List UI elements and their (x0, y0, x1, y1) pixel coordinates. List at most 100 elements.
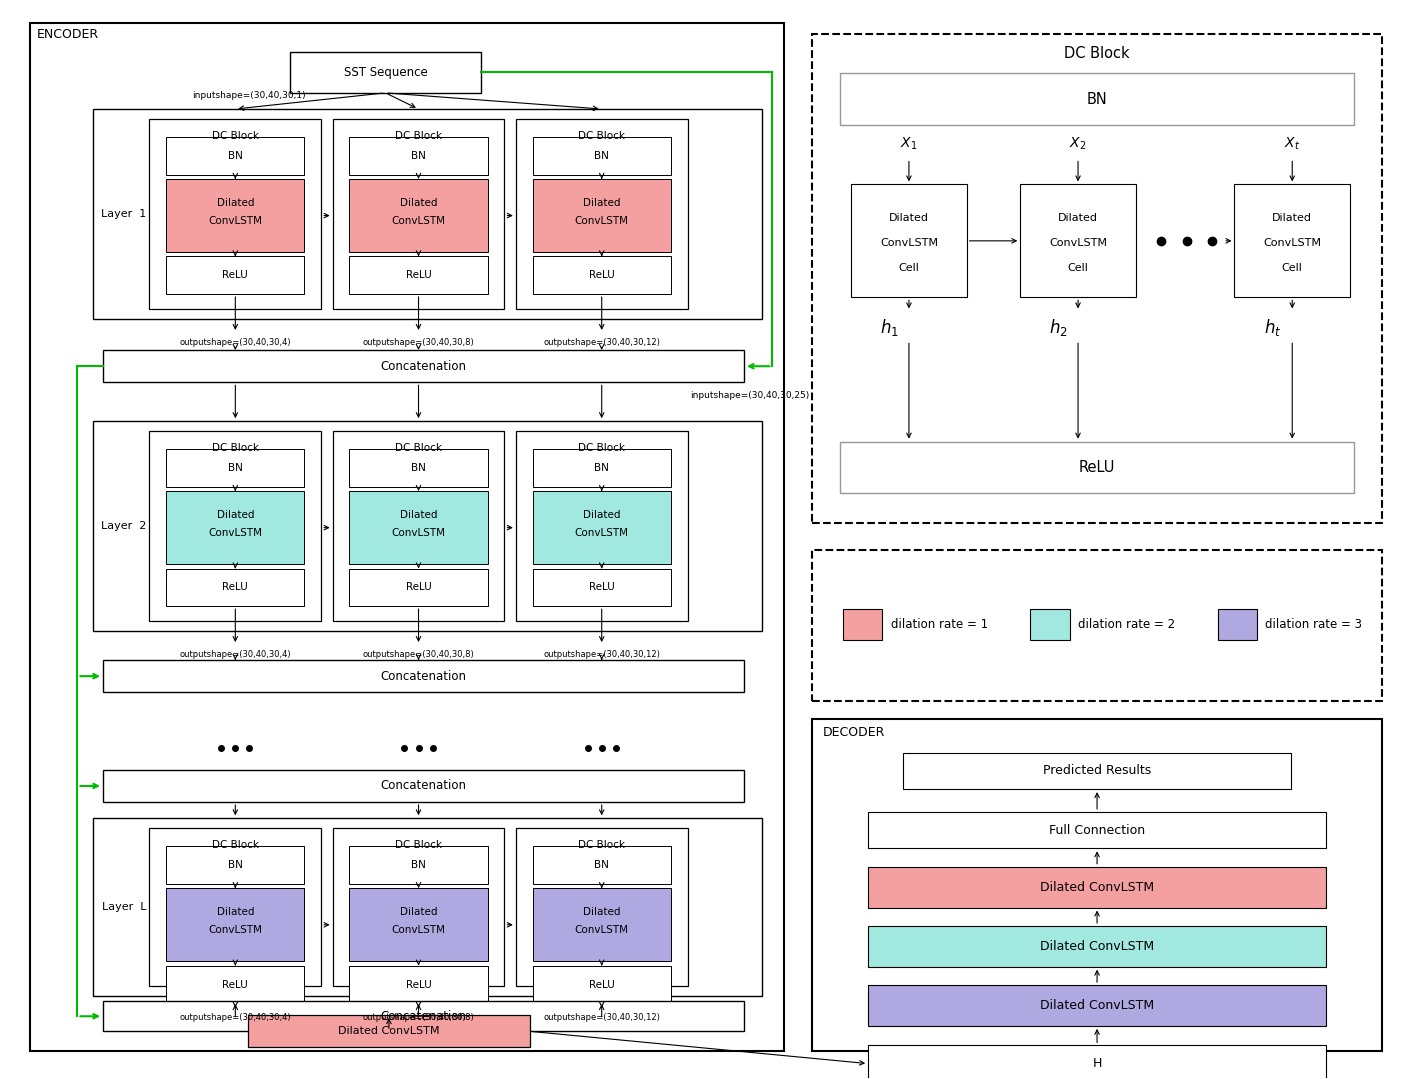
Text: $h_t$: $h_t$ (1264, 317, 1281, 338)
Text: ReLU: ReLU (405, 980, 432, 989)
Text: Concatenation: Concatenation (380, 359, 466, 372)
FancyBboxPatch shape (167, 179, 305, 252)
FancyBboxPatch shape (532, 137, 671, 175)
Text: Dilated: Dilated (583, 509, 620, 520)
Text: Cell: Cell (1067, 263, 1089, 273)
Text: $h_2$: $h_2$ (1049, 317, 1067, 338)
Text: Concatenation: Concatenation (380, 779, 466, 792)
Text: Layer  2: Layer 2 (102, 521, 147, 531)
Text: ConvLSTM: ConvLSTM (391, 216, 446, 226)
Text: ReLU: ReLU (405, 583, 432, 592)
Text: DC Block: DC Block (395, 131, 442, 141)
FancyBboxPatch shape (532, 449, 671, 487)
Text: Layer  L: Layer L (102, 902, 147, 912)
FancyBboxPatch shape (349, 846, 487, 884)
Text: ReLU: ReLU (589, 583, 614, 592)
Text: Dilated: Dilated (400, 906, 438, 917)
Text: ReLU: ReLU (589, 980, 614, 989)
FancyBboxPatch shape (532, 179, 671, 252)
FancyBboxPatch shape (167, 491, 305, 564)
Text: BN: BN (227, 151, 243, 161)
FancyBboxPatch shape (515, 828, 688, 986)
FancyBboxPatch shape (349, 569, 487, 606)
FancyBboxPatch shape (93, 818, 762, 996)
FancyBboxPatch shape (333, 828, 504, 986)
FancyBboxPatch shape (349, 966, 487, 1003)
FancyBboxPatch shape (532, 491, 671, 564)
Text: BN: BN (411, 860, 426, 870)
Text: Full Connection: Full Connection (1049, 823, 1145, 836)
FancyBboxPatch shape (812, 720, 1382, 1051)
Text: ConvLSTM: ConvLSTM (575, 528, 628, 538)
Text: outputshape=(30,40,30,8): outputshape=(30,40,30,8) (363, 1013, 474, 1022)
Text: ConvLSTM: ConvLSTM (209, 528, 263, 538)
Text: Dilated: Dilated (1272, 214, 1312, 223)
Text: outputshape=(30,40,30,12): outputshape=(30,40,30,12) (544, 338, 661, 347)
Text: Dilated: Dilated (400, 509, 438, 520)
FancyBboxPatch shape (532, 846, 671, 884)
Text: dilation rate = 3: dilation rate = 3 (1265, 618, 1363, 631)
FancyBboxPatch shape (291, 52, 480, 93)
FancyBboxPatch shape (515, 431, 688, 622)
FancyBboxPatch shape (840, 73, 1354, 125)
FancyBboxPatch shape (30, 23, 784, 1051)
FancyBboxPatch shape (93, 109, 762, 319)
FancyBboxPatch shape (868, 1046, 1326, 1079)
FancyBboxPatch shape (532, 888, 671, 961)
Text: outputshape=(30,40,30,12): outputshape=(30,40,30,12) (544, 1013, 661, 1022)
FancyBboxPatch shape (167, 137, 305, 175)
FancyBboxPatch shape (349, 257, 487, 295)
Text: ConvLSTM: ConvLSTM (880, 238, 938, 248)
FancyBboxPatch shape (103, 1001, 744, 1032)
FancyBboxPatch shape (93, 421, 762, 631)
FancyBboxPatch shape (167, 569, 305, 606)
FancyBboxPatch shape (103, 769, 744, 802)
Text: Concatenation: Concatenation (380, 670, 466, 683)
FancyBboxPatch shape (1217, 610, 1257, 640)
Text: Dilated ConvLSTM: Dilated ConvLSTM (339, 1026, 439, 1036)
FancyBboxPatch shape (167, 888, 305, 961)
Text: dilation rate = 1: dilation rate = 1 (891, 618, 988, 631)
Text: ConvLSTM: ConvLSTM (1049, 238, 1107, 248)
Text: Cell: Cell (1282, 263, 1303, 273)
Text: inputshape=(30,40,30,25): inputshape=(30,40,30,25) (690, 391, 809, 400)
Text: ConvLSTM: ConvLSTM (209, 925, 263, 935)
Text: BN: BN (227, 860, 243, 870)
Text: Dilated: Dilated (583, 906, 620, 917)
FancyBboxPatch shape (843, 610, 882, 640)
Text: BN: BN (594, 463, 609, 473)
FancyBboxPatch shape (868, 926, 1326, 967)
FancyBboxPatch shape (1234, 185, 1350, 298)
Text: BN: BN (594, 860, 609, 870)
Text: Dilated: Dilated (216, 906, 254, 917)
Text: $X_1$: $X_1$ (901, 135, 918, 152)
Text: ConvLSTM: ConvLSTM (391, 528, 446, 538)
Text: BN: BN (411, 151, 426, 161)
Text: ConvLSTM: ConvLSTM (391, 925, 446, 935)
FancyBboxPatch shape (515, 119, 688, 310)
Text: Dilated ConvLSTM: Dilated ConvLSTM (1041, 999, 1154, 1012)
Text: H: H (1093, 1057, 1101, 1070)
FancyBboxPatch shape (349, 888, 487, 961)
FancyBboxPatch shape (167, 966, 305, 1003)
Text: ReLU: ReLU (589, 270, 614, 281)
Text: ReLU: ReLU (405, 270, 432, 281)
Text: ConvLSTM: ConvLSTM (575, 216, 628, 226)
Text: DC Block: DC Block (212, 131, 258, 141)
Text: Dilated: Dilated (400, 197, 438, 207)
FancyBboxPatch shape (333, 119, 504, 310)
Text: Dilated: Dilated (216, 197, 254, 207)
Text: Dilated: Dilated (890, 214, 929, 223)
Text: DC Block: DC Block (212, 841, 258, 850)
FancyBboxPatch shape (167, 257, 305, 295)
FancyBboxPatch shape (532, 569, 671, 606)
Text: outputshape=(30,40,30,8): outputshape=(30,40,30,8) (363, 651, 474, 659)
Text: DC Block: DC Block (579, 131, 626, 141)
Text: outputshape=(30,40,30,4): outputshape=(30,40,30,4) (179, 651, 291, 659)
Text: Dilated ConvLSTM: Dilated ConvLSTM (1041, 880, 1154, 893)
FancyBboxPatch shape (167, 846, 305, 884)
FancyBboxPatch shape (840, 441, 1354, 493)
Text: ReLU: ReLU (223, 270, 249, 281)
FancyBboxPatch shape (150, 431, 322, 622)
FancyBboxPatch shape (1021, 185, 1135, 298)
